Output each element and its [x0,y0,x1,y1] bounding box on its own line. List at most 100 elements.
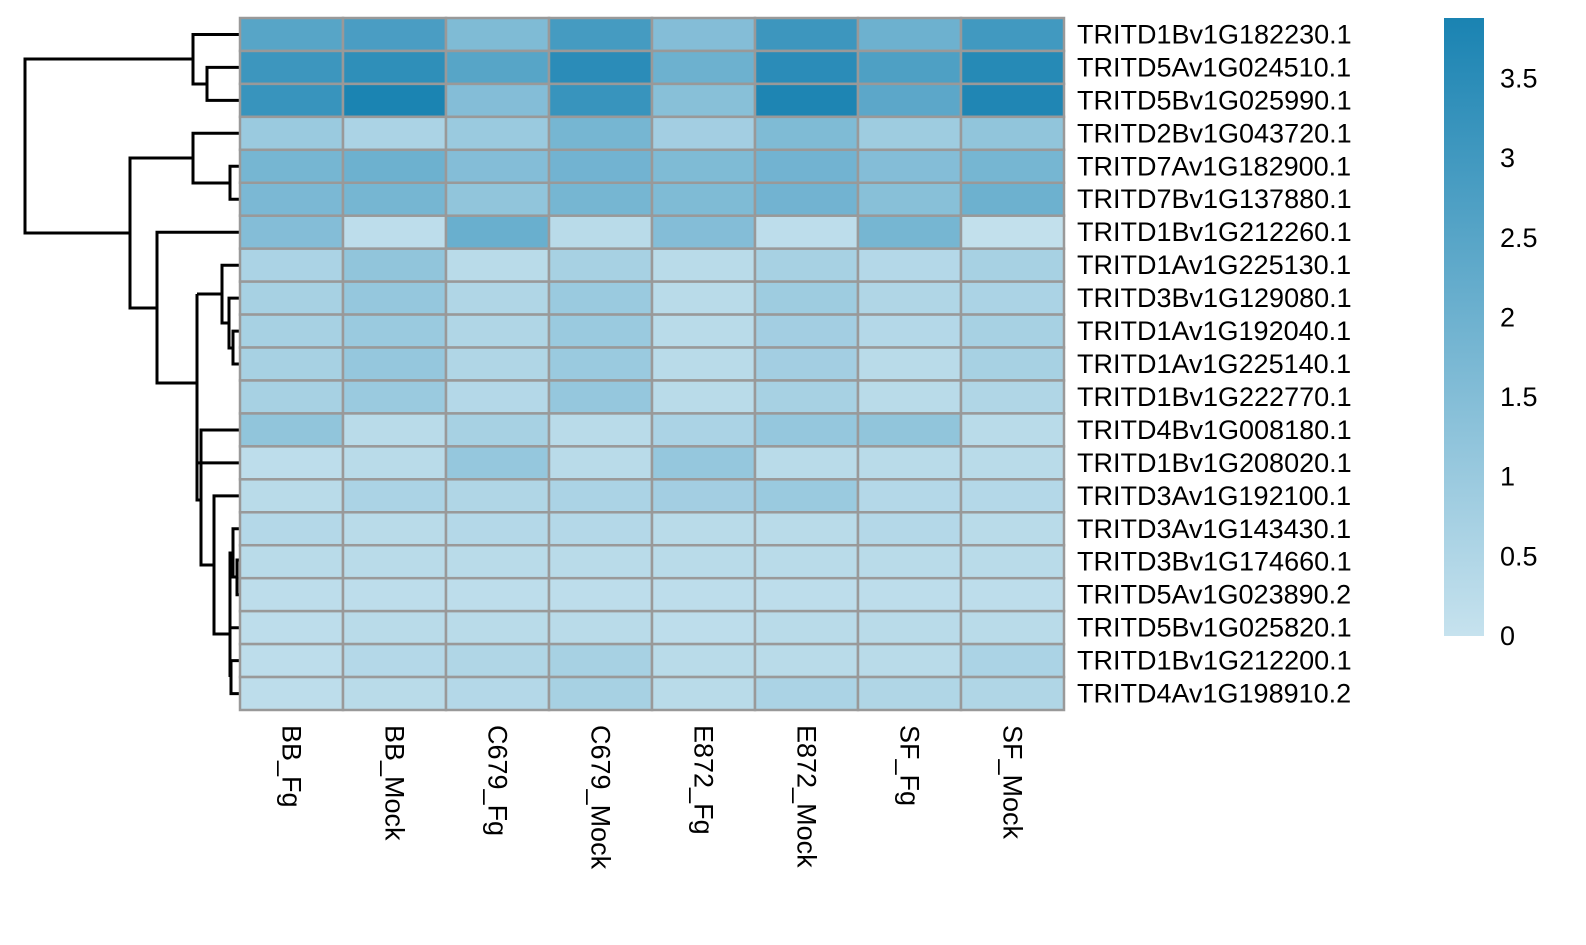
heatmap-cell [856,576,963,613]
heatmap-cell [650,379,757,415]
heatmap-cell [444,280,551,316]
heatmap-cell [959,313,1066,349]
colorbar-tick-label: 2 [1500,302,1515,332]
heatmap-cell [341,609,448,646]
heatmap-cell [856,609,963,646]
heatmap-cell [650,609,757,646]
heatmap-cell [341,445,448,481]
heatmap-cell [444,181,551,217]
heatmap-cell [650,82,757,119]
heatmap-cell [547,49,654,86]
heatmap-cell [238,148,345,185]
heatmap-cell [444,511,551,547]
heatmap-cell [856,247,963,283]
heatmap-cell [547,511,654,547]
heatmap-cell [650,642,757,679]
heatmap-cell [856,313,963,349]
heatmap-cell [959,16,1066,53]
heatmap-cell [753,214,860,250]
heatmap-cell [959,49,1066,86]
heatmap-cell [238,115,345,152]
heatmap-cell [444,313,551,349]
heatmap-cell [547,642,654,679]
row-label: TRITD1Bv1G222770.1 [1077,382,1352,412]
heatmap-cell [959,642,1066,679]
heatmap-cell [547,82,654,119]
heatmap-cell [856,148,963,185]
row-label: TRITD3Av1G192100.1 [1077,481,1351,511]
heatmap-cell [650,478,757,514]
heatmap-cell [238,543,345,580]
colorbar-tick-label: 1.5 [1500,382,1538,412]
heatmap-cell [341,543,448,580]
heatmap-cell [959,148,1066,185]
heatmap-cell [444,543,551,580]
heatmap-cell [650,445,757,481]
heatmap-cell [856,511,963,547]
heatmap-cell [341,82,448,119]
heatmap-cell [856,16,963,53]
heatmap-cell [547,148,654,185]
heatmap-cell [444,609,551,646]
heatmap-cell [341,280,448,316]
heatmap-cell [444,148,551,185]
heatmap-cell [341,412,448,448]
row-label: TRITD1Av1G225130.1 [1077,250,1351,280]
heatmap-cell [238,412,345,448]
heatmap-cell [650,16,757,53]
heatmap-cell [959,82,1066,119]
heatmap-cell [547,247,654,283]
heatmap-cell [547,214,654,250]
row-label: TRITD7Av1G182900.1 [1077,151,1351,181]
heatmap-cell [444,478,551,514]
column-label: E872_Mock [792,725,822,868]
heatmap-cell [238,313,345,349]
row-label: TRITD1Bv1G208020.1 [1077,448,1352,478]
row-label: TRITD1Bv1G182230.1 [1077,19,1352,49]
heatmap-cell [341,181,448,217]
colorbar [1444,18,1484,636]
heatmap-cell [341,16,448,53]
heatmap-cell [444,214,551,250]
heatmap-cell [753,412,860,448]
heatmap-cell [856,181,963,217]
heatmap-cell [238,16,345,53]
heatmap-cell [547,675,654,712]
heatmap-cell [547,576,654,613]
heatmap-cell [856,675,963,712]
heatmap-cell [753,49,860,86]
heatmap-cell [444,445,551,481]
heatmap-cell [856,445,963,481]
heatmap-cell [753,115,860,152]
heatmap-cell [341,576,448,613]
heatmap-cell [753,609,860,646]
heatmap-cell [341,379,448,415]
heatmap-cell [856,642,963,679]
heatmap-cell [444,346,551,382]
column-label: E872_Fg [689,725,719,835]
heatmap-cell [444,16,551,53]
row-label: TRITD5Bv1G025820.1 [1077,613,1352,643]
heatmap-cell [650,576,757,613]
row-dendrogram [23,33,240,696]
heatmap-cell [753,82,860,119]
heatmap-cell [238,675,345,712]
heatmap-cell [341,115,448,152]
heatmap-cell [959,346,1066,382]
colorbar-tick-label: 0 [1500,621,1515,651]
heatmap-cell [341,642,448,679]
heatmap-cell [238,346,345,382]
heatmap-cell [341,511,448,547]
heatmap-cell [547,346,654,382]
heatmap-cell [547,478,654,514]
row-label: TRITD3Bv1G129080.1 [1077,283,1352,313]
heatmap-cell [547,115,654,152]
heatmap-cell [238,609,345,646]
colorbar-tick-label: 0.5 [1500,541,1538,571]
heatmap-cell [341,478,448,514]
heatmap-cell [959,379,1066,415]
heatmap-cell [341,247,448,283]
heatmap-cell [341,49,448,86]
heatmap-cell [959,445,1066,481]
